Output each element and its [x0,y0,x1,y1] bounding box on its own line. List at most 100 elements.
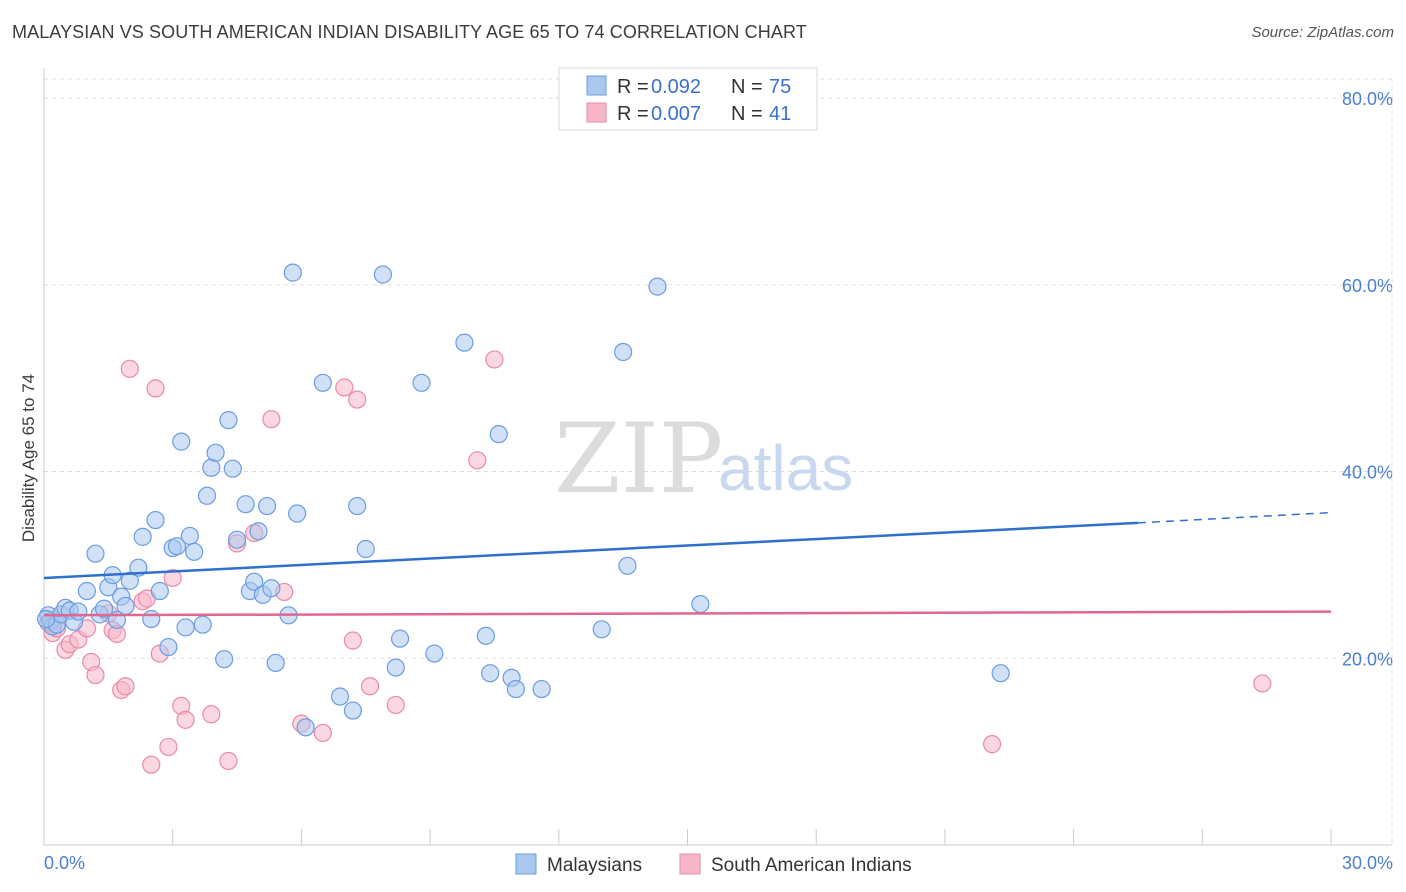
malaysians-point-66 [506,679,526,699]
chart-title: MALAYSIAN VS SOUTH AMERICAN INDIAN DISAB… [12,22,807,42]
south-american-indians-trend-line [43,610,1332,617]
malaysians-point-67 [532,679,551,699]
malaysians-point-35 [215,650,234,669]
malaysians-point-71 [648,277,667,296]
legend-swatch-malaysians [586,75,607,96]
malaysians-point-51 [313,373,332,392]
malaysians-point-27 [172,432,191,451]
malaysians-trend-line [43,521,1139,580]
south-american-indians-point-32 [335,378,354,397]
malaysians-point-37 [223,459,242,478]
legend-swatch-south-american-indians [586,102,607,123]
malaysians-point-56 [373,265,393,284]
malaysians-point-36 [219,411,238,430]
south-american-indians-point-40 [1253,674,1272,693]
malaysians-point-70 [618,556,637,575]
malaysians-point-21 [142,609,161,629]
malaysians-point-69 [614,342,633,362]
south-american-indians-point-24 [202,705,221,724]
legend-n-value-1: 75 [769,76,791,98]
malaysians-point-49 [288,504,307,523]
malaysians-point-42 [249,522,268,541]
south-american-indians-point-34 [348,390,367,409]
malaysians-point-34 [206,443,225,462]
malaysians-point-23 [150,581,169,601]
south-american-indians-point-8 [86,665,105,685]
y-tick-label-80: 80.0% [1342,89,1393,109]
malaysians-point-33 [202,458,221,477]
south-american-indians-point-28 [262,410,281,429]
bottom-legend-swatch-malaysians [515,853,537,875]
legend-n-label-2: N = [731,103,763,125]
legend-r-label-1: R = [617,76,649,98]
y-tick-label-60: 60.0% [1342,276,1393,296]
south-american-indians-point-36 [386,695,405,715]
malaysians-point-54 [348,496,367,516]
malaysians-point-72 [691,594,710,614]
south-american-indians-point-25 [219,751,238,771]
axes-layer [43,68,1392,846]
malaysians-point-39 [236,495,255,514]
trend-lines [43,511,1332,617]
chart-source: Source: ZipAtlas.com [1251,24,1394,41]
malaysians-point-31 [193,615,212,634]
x-tick-label-max: 30.0% [1342,853,1393,873]
legend-box: R = 0.092 N = 75 R = 0.007 N = 41 [558,67,818,131]
malaysians-point-52 [330,687,350,706]
malaysians-trend-extension [1137,511,1332,524]
malaysians-point-63 [481,664,500,683]
malaysians-point-62 [476,626,495,645]
malaysians-point-53 [343,701,362,720]
watermark-atlas: atlas [718,432,853,504]
malaysians-point-12 [94,599,114,618]
south-american-indians-point-33 [343,631,362,650]
south-american-indians-point-38 [485,350,504,369]
south-american-indians-point-35 [360,677,380,696]
south-american-indians-point-17 [142,755,161,774]
malaysians-point-32 [197,486,217,505]
south-american-indians-point-21 [163,568,182,588]
malaysians-point-58 [390,629,410,648]
y-tick-label-40: 40.0% [1342,463,1393,483]
malaysians-point-17 [116,596,135,616]
watermark-zip: ZIP [554,403,723,515]
malaysians-point-22 [146,510,165,530]
malaysians-point-24 [159,637,178,657]
malaysians-point-55 [356,539,375,559]
south-american-indians-point-37 [468,451,487,470]
malaysians-points [37,263,1010,737]
malaysians-point-18 [120,571,139,590]
watermark: ZIP atlas [554,403,853,515]
malaysians-point-29 [180,526,199,546]
malaysians-point-60 [425,644,444,663]
malaysians-point-73 [991,664,1010,683]
grid-layer: 20.0% 40.0% 60.0% 80.0% [44,78,1393,845]
malaysians-point-64 [489,425,508,444]
legend-r-value-1: 0.092 [651,76,701,98]
malaysians-point-41 [245,572,264,591]
malaysians-point-74 [37,609,56,629]
malaysians-point-26 [167,537,187,556]
legend-r-label-2: R = [617,103,649,125]
malaysians-point-8 [69,602,88,621]
malaysians-point-68 [592,620,611,639]
south-american-indians-point-14 [120,359,139,378]
malaysians-point-48 [283,263,302,282]
south-american-indians-point-20 [159,737,178,757]
malaysians-point-20 [133,527,152,546]
malaysians-point-57 [386,658,405,677]
south-american-indians-point-31 [313,723,332,743]
south-american-indians-point-23 [176,710,195,729]
malaysians-point-59 [412,373,431,392]
y-tick-label-20: 20.0% [1342,649,1393,669]
malaysians-point-30 [185,542,204,561]
malaysians-point-38 [227,530,247,549]
malaysians-point-9 [77,581,97,601]
malaysians-point-61 [455,333,474,352]
malaysians-point-10 [86,544,105,563]
legend-r-value-2: 0.007 [651,103,701,125]
bottom-legend: Malaysians South American Indians [515,853,912,876]
malaysians-point-44 [257,496,277,516]
malaysians-point-45 [262,579,281,598]
